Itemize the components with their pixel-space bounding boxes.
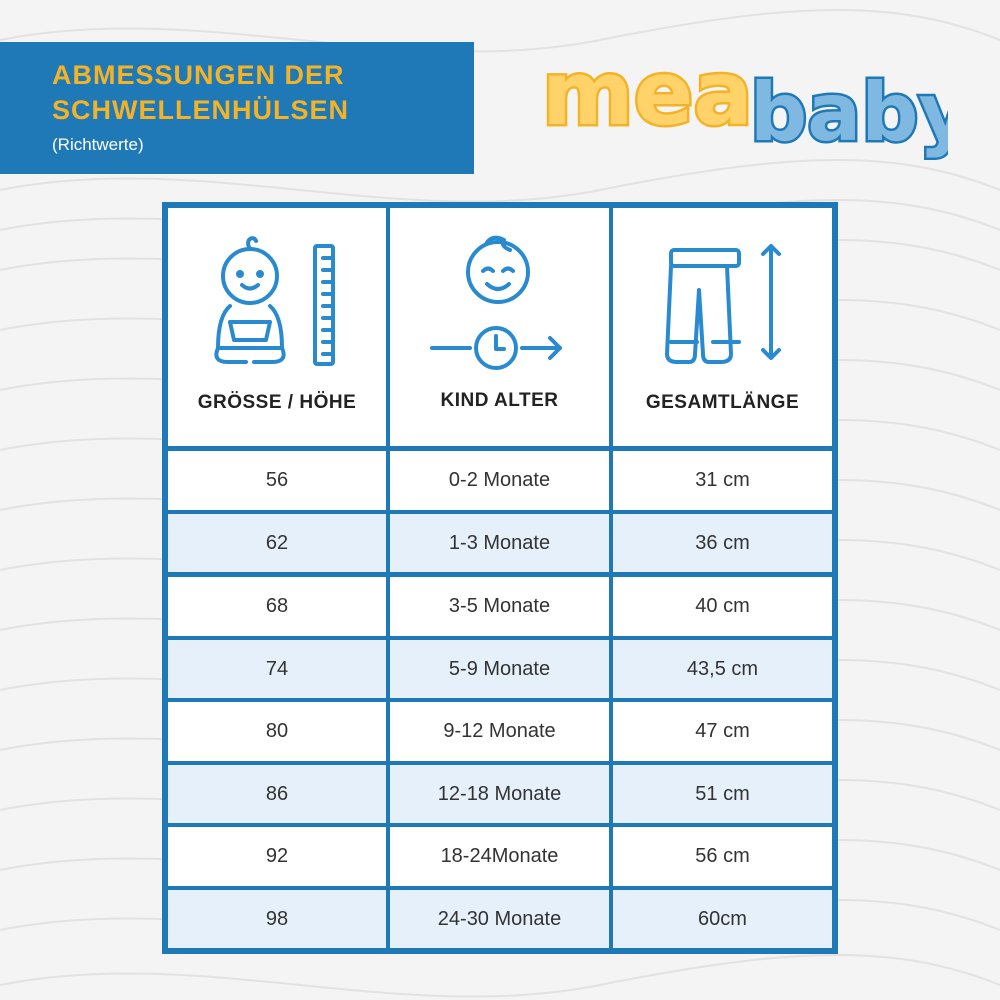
table-cell-length: 56 cm	[613, 827, 832, 886]
table-cell-length: 51 cm	[613, 765, 832, 823]
leggings-length-icon	[665, 244, 781, 364]
table-cell-age: 12-18 Monate	[390, 765, 609, 823]
table-cell-length: 31 cm	[613, 451, 832, 510]
table-cell-size: 80	[168, 702, 386, 761]
table-cell-size: 68	[168, 577, 386, 636]
column-header-age-label: KIND ALTER	[440, 390, 559, 411]
table-cell-size: 92	[168, 827, 386, 886]
title-banner: ABMESSUNGEN DER SCHWELLENHÜLSEN (Richtwe…	[0, 42, 474, 174]
size-table: GRÖSSE / HÖHE KIND ALTER	[162, 202, 838, 954]
table-cell-size: 86	[168, 765, 386, 823]
column-header-size: GRÖSSE / HÖHE	[168, 208, 386, 446]
table-cell-age: 24-30 Monate	[390, 890, 609, 948]
logo-word-mea: mea	[542, 44, 753, 145]
table-cell-length: 47 cm	[613, 702, 832, 761]
child-age-icon	[430, 235, 562, 370]
column-header-size-label: GRÖSSE / HÖHE	[197, 392, 357, 413]
table-cell-size: 56	[168, 451, 386, 510]
table-cell-age: 5-9 Monate	[390, 640, 609, 698]
page-subtitle: (Richtwerte)	[52, 135, 144, 154]
column-header-length-label: GESAMTLÄNGE	[645, 392, 800, 413]
table-cell-age: 3-5 Monate	[390, 577, 609, 636]
table-cell-age: 0-2 Monate	[390, 451, 609, 510]
table-cell-size: 98	[168, 890, 386, 948]
page-title-line-1: ABMESSUNGEN DER	[52, 60, 345, 90]
table-cell-length: 40 cm	[613, 577, 832, 636]
table-cell-size: 74	[168, 640, 386, 698]
table-cell-length: 60cm	[613, 890, 832, 948]
page-title-line-2: SCHWELLENHÜLSEN	[52, 95, 349, 125]
table-cell-age: 1-3 Monate	[390, 514, 609, 572]
table-cell-size: 62	[168, 514, 386, 572]
baby-height-icon	[214, 236, 335, 366]
table-cell-age: 9-12 Monate	[390, 702, 609, 761]
table-cell-age: 18-24Monate	[390, 827, 609, 886]
table-cell-length: 36 cm	[613, 514, 832, 572]
column-header-age: KIND ALTER	[390, 208, 609, 446]
brand-logo: mea baby	[538, 44, 949, 164]
column-header-length: GESAMTLÄNGE	[613, 208, 832, 446]
logo-word-baby: baby	[750, 66, 948, 159]
table-cell-length: 43,5 cm	[613, 640, 832, 698]
